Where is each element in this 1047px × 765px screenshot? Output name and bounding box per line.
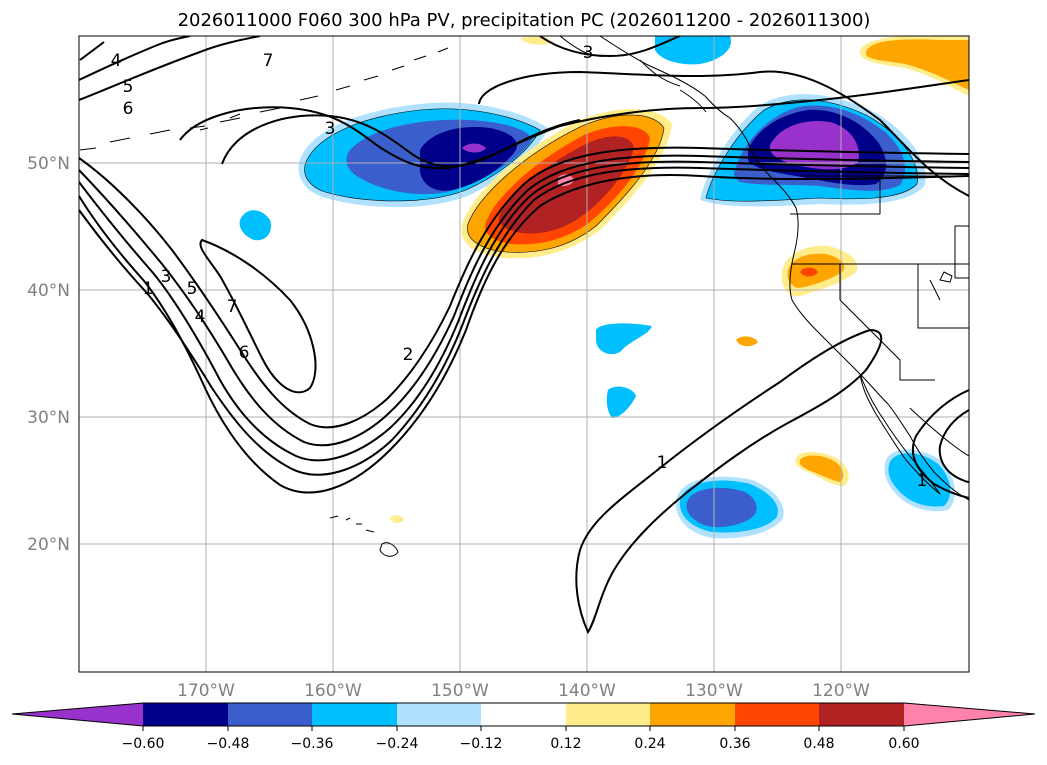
colorbar-segment (228, 703, 312, 726)
colorbar-under-arrow (12, 703, 143, 726)
neg-blob-west-min (462, 143, 486, 153)
neg-blob-east-min (769, 120, 859, 170)
neg-patch-165w (239, 210, 272, 241)
contour-label: 5 (187, 279, 198, 299)
contour-label: 5 (123, 77, 134, 97)
coastlines (79, 36, 969, 557)
map-frame (78, 35, 970, 673)
pos-patch-36n (736, 336, 758, 347)
contour-label: 1 (917, 471, 928, 491)
contour-label: 6 (123, 99, 134, 119)
neg-patch-32n (606, 386, 636, 418)
lat-label: 50°N (27, 154, 70, 174)
colorbar-segment (481, 703, 566, 726)
neg-patch-23n-c2 (686, 487, 757, 528)
contour-label: 6 (239, 343, 250, 363)
lon-label: 140°W (558, 681, 616, 701)
colorbar-segment (397, 703, 481, 726)
lon-label: 150°W (431, 681, 489, 701)
colorbar-tick-label: 0.48 (803, 736, 834, 752)
colorbar-segment (312, 703, 397, 726)
colorbar-tick-label: 0.12 (550, 736, 581, 752)
neg-blob-west-c1 (419, 126, 517, 191)
colorbar-tick-label: −0.36 (291, 736, 334, 752)
latitude-labels: 50°N 40°N 30°N 20°N (27, 154, 70, 555)
lon-label: 160°W (304, 681, 362, 701)
contour-label: 3 (325, 119, 336, 139)
colorbar-ticks (142, 726, 905, 731)
lat-label: 20°N (27, 535, 70, 555)
colorbar-segment (650, 703, 735, 726)
contour-label: 3 (583, 43, 594, 63)
colorbar-tick-label: 0.24 (634, 736, 665, 752)
figure-title: 2026011000 F060 300 hPa PV, precipitatio… (178, 10, 871, 31)
pos-patch-ne (865, 39, 969, 90)
contour-label: 7 (263, 51, 274, 71)
pos-patch-26n (799, 455, 844, 482)
map-panel: 1 2 3 3 3 4 4 5 5 6 6 7 7 1 1 (78, 35, 970, 673)
contour-label: 3 (161, 267, 172, 287)
colorbar-segment (735, 703, 819, 726)
colorbar-tick-label: −0.48 (207, 736, 250, 752)
contour-label: 1 (657, 453, 668, 473)
lat-label: 30°N (27, 408, 70, 428)
colorbar-segment (566, 703, 650, 726)
colorbar: −0.60 −0.48 −0.36 −0.24 −0.12 0.12 0.24 … (11, 702, 1036, 752)
colorbar-segment (819, 703, 904, 726)
colorbar-tick-label: 0.36 (719, 736, 750, 752)
colorbar-tick-label: 0.60 (888, 736, 919, 752)
neg-patch-35n (596, 323, 652, 355)
lon-label: 130°W (685, 681, 743, 701)
contour-label: 7 (227, 297, 238, 317)
contour-label-layer: 1 2 3 3 3 4 4 5 5 6 6 7 7 1 1 (111, 43, 928, 491)
contour-label: 4 (111, 51, 122, 71)
pos-patch-hawaii (390, 515, 404, 523)
pos-patch-cal-core (800, 267, 818, 277)
colorbar-tick-label: −0.24 (376, 736, 419, 752)
lat-label: 40°N (27, 281, 70, 301)
contour-label: 4 (195, 307, 206, 327)
contour-label: 2 (403, 345, 414, 365)
colorbar-tick-label: −0.12 (460, 736, 503, 752)
neg-patch-25n (888, 453, 951, 507)
lon-label: 120°W (812, 681, 870, 701)
neg-patch-top (655, 36, 732, 65)
lon-label: 170°W (177, 681, 235, 701)
colorbar-tick-label: −0.60 (122, 736, 165, 752)
pv-contours (79, 36, 969, 635)
colorbar-over-arrow (904, 703, 1035, 726)
longitude-labels: 170°W 160°W 150°W 140°W 130°W 120°W (177, 681, 870, 701)
colorbar-segment (143, 703, 228, 726)
contour-label: 1 (143, 279, 154, 299)
